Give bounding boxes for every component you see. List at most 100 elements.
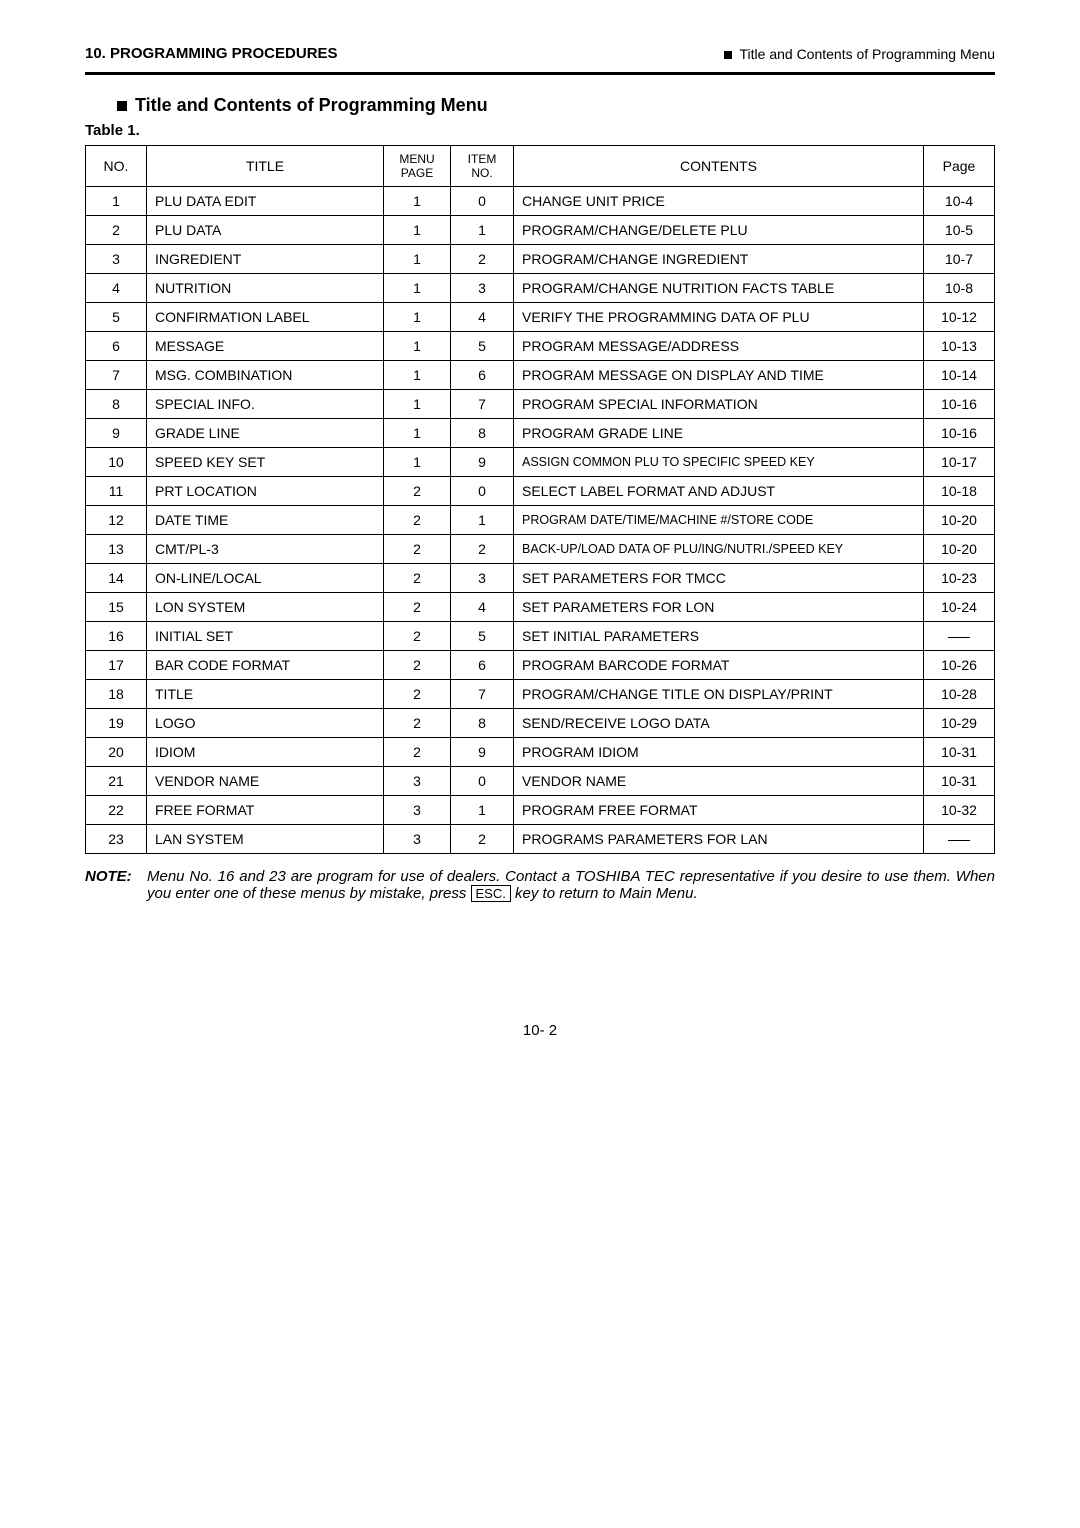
table-cell: 7 — [86, 361, 147, 390]
note-text-2: key to return to Main Menu. — [511, 885, 698, 902]
table-cell: TITLE — [147, 680, 384, 709]
table-cell: 8 — [451, 419, 514, 448]
table-row: 6MESSAGE15PROGRAM MESSAGE/ADDRESS10-13 — [86, 332, 995, 361]
table-cell: 9 — [451, 738, 514, 767]
table-cell: 3 — [384, 767, 451, 796]
section-title-text: Title and Contents of Programming Menu — [135, 95, 488, 115]
table-cell: BAR CODE FORMAT — [147, 651, 384, 680]
table-cell: 10-4 — [924, 187, 995, 216]
table-cell: SPEED KEY SET — [147, 448, 384, 477]
table-cell: NUTRITION — [147, 274, 384, 303]
section-title: Title and Contents of Programming Menu — [117, 95, 995, 116]
dash-icon — [948, 840, 970, 841]
table-cell: 10-26 — [924, 651, 995, 680]
table-cell: 2 — [451, 825, 514, 854]
table-cell: 2 — [451, 245, 514, 274]
table-cell: 4 — [451, 593, 514, 622]
table-cell: 9 — [86, 419, 147, 448]
table-row: 7MSG. COMBINATION16PROGRAM MESSAGE ON DI… — [86, 361, 995, 390]
table-cell: PLU DATA — [147, 216, 384, 245]
table-cell: VERIFY THE PROGRAMMING DATA OF PLU — [514, 303, 924, 332]
programming-menu-table: NO. TITLE MENU PAGE ITEM NO. CONTENTS Pa… — [85, 145, 995, 854]
table-cell: 4 — [86, 274, 147, 303]
table-cell: 2 — [451, 535, 514, 564]
table-cell: PROGRAM DATE/TIME/MACHINE #/STORE CODE — [514, 506, 924, 535]
table-cell: 10-20 — [924, 535, 995, 564]
table-cell: 20 — [86, 738, 147, 767]
table-row: 16INITIAL SET25SET INITIAL PARAMETERS — [86, 622, 995, 651]
table-cell: 3 — [384, 825, 451, 854]
table-row: 3INGREDIENT12PROGRAM/CHANGE INGREDIENT10… — [86, 245, 995, 274]
table-cell — [924, 825, 995, 854]
table-cell: PROGRAM MESSAGE ON DISPLAY AND TIME — [514, 361, 924, 390]
table-cell: 23 — [86, 825, 147, 854]
page-header: 10. PROGRAMMING PROCEDURES Title and Con… — [85, 45, 995, 62]
table-cell: 0 — [451, 477, 514, 506]
table-row: 9GRADE LINE18PROGRAM GRADE LINE10-16 — [86, 419, 995, 448]
table-cell: 6 — [451, 361, 514, 390]
table-row: 12DATE TIME21PROGRAM DATE/TIME/MACHINE #… — [86, 506, 995, 535]
table-cell: 10-32 — [924, 796, 995, 825]
table-cell: LOGO — [147, 709, 384, 738]
table-cell: 4 — [451, 303, 514, 332]
table-cell: MESSAGE — [147, 332, 384, 361]
table-cell: 10-23 — [924, 564, 995, 593]
table-cell: PRT LOCATION — [147, 477, 384, 506]
table-cell: 1 — [384, 303, 451, 332]
table-row: 20IDIOM29PROGRAM IDIOM10-31 — [86, 738, 995, 767]
table-cell: INITIAL SET — [147, 622, 384, 651]
table-cell: 5 — [451, 622, 514, 651]
table-cell: 10-7 — [924, 245, 995, 274]
note-body: Menu No. 16 and 23 are program for use o… — [147, 868, 995, 902]
table-cell: 2 — [384, 535, 451, 564]
table-cell: SEND/RECEIVE LOGO DATA — [514, 709, 924, 738]
page-number: 10- 2 — [85, 1022, 995, 1039]
table-cell: 2 — [384, 738, 451, 767]
table-cell: 0 — [451, 187, 514, 216]
table-cell: 17 — [86, 651, 147, 680]
table-cell: PROGRAM/CHANGE/DELETE PLU — [514, 216, 924, 245]
table-cell: 2 — [384, 593, 451, 622]
table-row: 14ON-LINE/LOCAL23SET PARAMETERS FOR TMCC… — [86, 564, 995, 593]
table-cell: 10-31 — [924, 738, 995, 767]
table-row: 18TITLE27PROGRAM/CHANGE TITLE ON DISPLAY… — [86, 680, 995, 709]
table-cell: 10-20 — [924, 506, 995, 535]
table-cell: 15 — [86, 593, 147, 622]
table-cell: GRADE LINE — [147, 419, 384, 448]
table-cell: 8 — [86, 390, 147, 419]
table-cell: 1 — [384, 419, 451, 448]
table-row: 19LOGO28SEND/RECEIVE LOGO DATA10-29 — [86, 709, 995, 738]
table-cell: 2 — [384, 506, 451, 535]
table-row: 5CONFIRMATION LABEL14VERIFY THE PROGRAMM… — [86, 303, 995, 332]
table-row: 13CMT/PL-322BACK-UP/LOAD DATA OF PLU/ING… — [86, 535, 995, 564]
table-cell: 22 — [86, 796, 147, 825]
table-cell: 2 — [86, 216, 147, 245]
table-cell: CONFIRMATION LABEL — [147, 303, 384, 332]
table-cell: SET INITIAL PARAMETERS — [514, 622, 924, 651]
table-cell: VENDOR NAME — [147, 767, 384, 796]
table-cell: PROGRAM SPECIAL INFORMATION — [514, 390, 924, 419]
table-cell: 10 — [86, 448, 147, 477]
table-cell: 3 — [451, 274, 514, 303]
table-cell: 1 — [384, 274, 451, 303]
table-cell: 14 — [86, 564, 147, 593]
table-cell: 10-14 — [924, 361, 995, 390]
square-icon — [117, 101, 127, 111]
table-cell: PROGRAMS PARAMETERS FOR LAN — [514, 825, 924, 854]
table-cell: 3 — [384, 796, 451, 825]
table-row: 4NUTRITION13PROGRAM/CHANGE NUTRITION FAC… — [86, 274, 995, 303]
table-cell: 1 — [384, 332, 451, 361]
table-cell: PROGRAM GRADE LINE — [514, 419, 924, 448]
table-cell: PROGRAM FREE FORMAT — [514, 796, 924, 825]
divider — [85, 72, 995, 75]
table-cell: 1 — [451, 216, 514, 245]
table-row: 2PLU DATA11PROGRAM/CHANGE/DELETE PLU10-5 — [86, 216, 995, 245]
table-row: 10SPEED KEY SET19ASSIGN COMMON PLU TO SP… — [86, 448, 995, 477]
table-cell: 6 — [451, 651, 514, 680]
table-cell: LON SYSTEM — [147, 593, 384, 622]
table-row: 1PLU DATA EDIT10CHANGE UNIT PRICE10-4 — [86, 187, 995, 216]
table-cell: 10-16 — [924, 419, 995, 448]
table-cell: 10-28 — [924, 680, 995, 709]
table-cell: 2 — [384, 564, 451, 593]
table-cell: SPECIAL INFO. — [147, 390, 384, 419]
